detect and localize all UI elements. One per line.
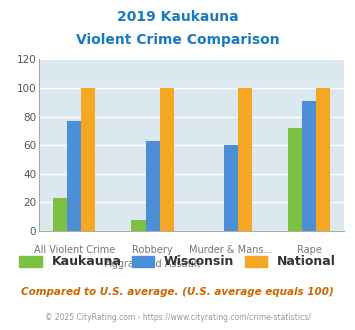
Bar <box>67 121 81 231</box>
Bar <box>146 141 160 231</box>
Text: Violent Crime Comparison: Violent Crime Comparison <box>76 33 279 47</box>
Text: Robbery: Robbery <box>132 245 173 255</box>
Bar <box>302 101 316 231</box>
Text: Rape: Rape <box>297 245 322 255</box>
Bar <box>131 219 146 231</box>
Bar <box>316 88 330 231</box>
Text: © 2025 CityRating.com - https://www.cityrating.com/crime-statistics/: © 2025 CityRating.com - https://www.city… <box>45 314 310 322</box>
Bar <box>81 88 95 231</box>
Text: Compared to U.S. average. (U.S. average equals 100): Compared to U.S. average. (U.S. average … <box>21 287 334 297</box>
Bar <box>238 88 252 231</box>
Bar <box>160 88 174 231</box>
Text: All Violent Crime: All Violent Crime <box>34 245 115 255</box>
Bar <box>288 128 302 231</box>
Bar <box>53 198 67 231</box>
Legend: Kaukauna, Wisconsin, National: Kaukauna, Wisconsin, National <box>14 250 341 274</box>
Text: Murder & Mans...: Murder & Mans... <box>189 245 273 255</box>
Text: 2019 Kaukauna: 2019 Kaukauna <box>117 10 238 24</box>
Bar <box>224 145 238 231</box>
Text: Aggravated Assault: Aggravated Assault <box>105 259 200 269</box>
